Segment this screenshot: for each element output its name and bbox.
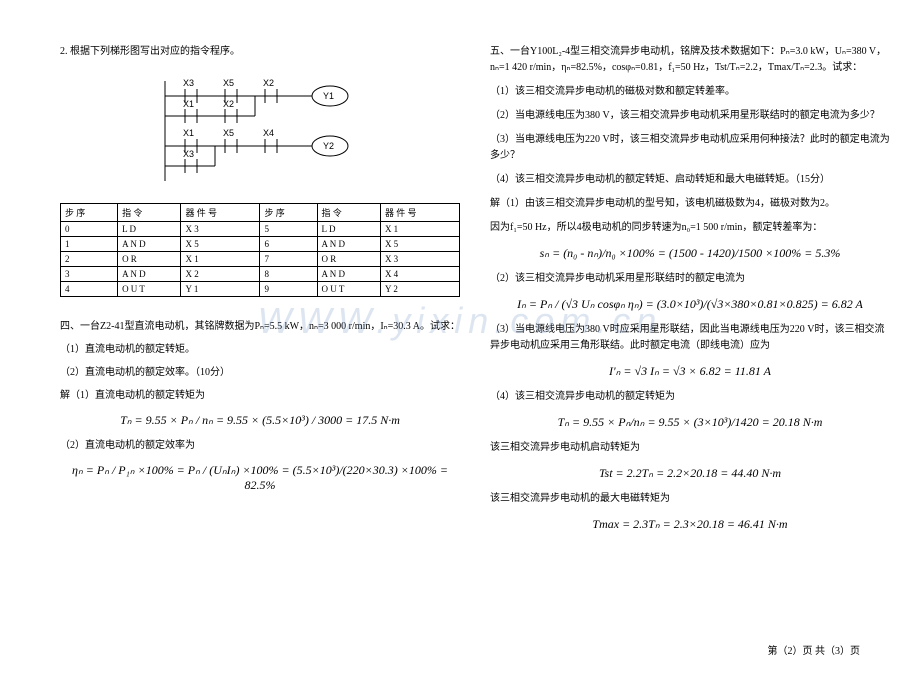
page-footer: 第（2）页 共（3）页 bbox=[768, 642, 861, 657]
table-row: 2O RX 17O RX 3 bbox=[61, 252, 460, 267]
svg-text:X1: X1 bbox=[183, 128, 194, 138]
svg-text:X5: X5 bbox=[223, 78, 234, 88]
svg-text:X1: X1 bbox=[183, 99, 194, 109]
problem-4-intro: 四、一台Z2-41型直流电动机，其铭牌数据为Pₙ=5.5 kW，nₙ=3 000… bbox=[60, 319, 460, 334]
table-row: 0L DX 35L DX 1 bbox=[61, 222, 460, 237]
table-row: 1A N DX 56A N DX 5 bbox=[61, 237, 460, 252]
problem-5-q3: （3）当电源线电压为220 V时，该三相交流异步电动机应采用何种接法？此时的额定… bbox=[490, 132, 890, 164]
instruction-table: 步 序 指 令 器 件 号 步 序 指 令 器 件 号 0L DX 35L DX… bbox=[60, 203, 460, 297]
formula-slip: sₙ = (n₀ - nₙ)/n₀ ×100% = (1500 - 1420)/… bbox=[490, 246, 890, 261]
left-column: 2. 根据下列梯形图写出对应的指令程序。 X3 X5 X2 Y1 X1 X2 bbox=[60, 40, 460, 538]
problem-5-q2: （2）当电源线电压为380 V，该三相交流异步电动机采用星形联结时的额定电流为多… bbox=[490, 108, 890, 124]
svg-text:Y1: Y1 bbox=[323, 91, 334, 101]
svg-text:X3: X3 bbox=[183, 78, 194, 88]
problem-5-sol4b: 该三相交流异步电动机启动转矩为 bbox=[490, 440, 890, 456]
th: 步 序 bbox=[260, 204, 317, 222]
problem-5-sol4: （4）该三相交流异步电动机的额定转矩为 bbox=[490, 389, 890, 405]
svg-text:X4: X4 bbox=[263, 128, 274, 138]
ladder-diagram: X3 X5 X2 Y1 X1 X2 X1 X5 X4 Y2 bbox=[145, 71, 375, 191]
formula-rated-torque: Tₙ = 9.55 × Pₙ/nₙ = 9.55 × (3×10³)/1420 … bbox=[490, 415, 890, 430]
formula-torque: Tₙ = 9.55 × Pₙ / nₙ = 9.55 × (5.5×10³) /… bbox=[60, 413, 460, 428]
problem-5-sol2: （2）该三相交流异步电动机采用星形联结时的额定电流为 bbox=[490, 271, 890, 287]
svg-text:X2: X2 bbox=[223, 99, 234, 109]
th: 指 令 bbox=[118, 204, 181, 222]
problem-5-sol4c: 该三相交流异步电动机的最大电磁转矩为 bbox=[490, 491, 890, 507]
problem-5-sol1b: 因为f₁=50 Hz，所以4极电动机的同步转速为n₀=1 500 r/min，额… bbox=[490, 220, 890, 236]
problem-4-q2: （2）直流电动机的额定效率。（10分） bbox=[60, 365, 460, 380]
right-column: 五、一台Y100L₂-4型三相交流异步电动机，铭牌及技术数据如下：Pₙ=3.0 … bbox=[490, 40, 890, 538]
table-row: 3A N DX 28A N DX 4 bbox=[61, 267, 460, 282]
th: 器 件 号 bbox=[380, 204, 459, 222]
svg-text:X5: X5 bbox=[223, 128, 234, 138]
table-row: 4O U TY 19O U TY 2 bbox=[61, 282, 460, 297]
table-header-row: 步 序 指 令 器 件 号 步 序 指 令 器 件 号 bbox=[61, 204, 460, 222]
svg-text:X2: X2 bbox=[263, 78, 274, 88]
svg-text:X3: X3 bbox=[183, 149, 194, 159]
problem-4-q1: （1）直流电动机的额定转矩。 bbox=[60, 342, 460, 357]
th: 器 件 号 bbox=[181, 204, 260, 222]
formula-current: Iₙ = Pₙ / (√3 Uₙ cosφₙ ηₙ) = (3.0×10³)/(… bbox=[490, 297, 890, 312]
formula-start-torque: Tst = 2.2Tₙ = 2.2×20.18 = 44.40 N·m bbox=[490, 466, 890, 481]
problem-5-q1: （1）该三相交流异步电动机的磁极对数和额定转差率。 bbox=[490, 84, 890, 100]
formula-efficiency: ηₙ = Pₙ / P₁ₙ ×100% = Pₙ / (UₙIₙ) ×100% … bbox=[60, 463, 460, 493]
problem-5-sol1: 解（1）由该三相交流异步电动机的型号知，该电机磁极数为4，磁极对数为2。 bbox=[490, 196, 890, 212]
problem-5-intro: 五、一台Y100L₂-4型三相交流异步电动机，铭牌及技术数据如下：Pₙ=3.0 … bbox=[490, 44, 890, 76]
problem-4-sol1-label: 解（1）直流电动机的额定转矩为 bbox=[60, 388, 460, 403]
th: 指 令 bbox=[317, 204, 380, 222]
formula-current-delta: I'ₙ = √3 Iₙ = √3 × 6.82 = 11.81 A bbox=[490, 364, 890, 379]
th: 步 序 bbox=[61, 204, 118, 222]
page-container: 2. 根据下列梯形图写出对应的指令程序。 X3 X5 X2 Y1 X1 X2 bbox=[0, 0, 920, 558]
formula-max-torque: Tmax = 2.3Tₙ = 2.3×20.18 = 46.41 N·m bbox=[490, 517, 890, 532]
problem-4-sol2-label: （2）直流电动机的额定效率为 bbox=[60, 438, 460, 453]
problem-2-title: 2. 根据下列梯形图写出对应的指令程序。 bbox=[60, 44, 460, 59]
problem-5-q4: （4）该三相交流异步电动机的额定转矩、启动转矩和最大电磁转矩。（15分） bbox=[490, 172, 890, 188]
svg-text:Y2: Y2 bbox=[323, 141, 334, 151]
problem-5-sol3: （3）当电源线电压为380 V时应采用星形联结，因此当电源线电压为220 V时，… bbox=[490, 322, 890, 354]
